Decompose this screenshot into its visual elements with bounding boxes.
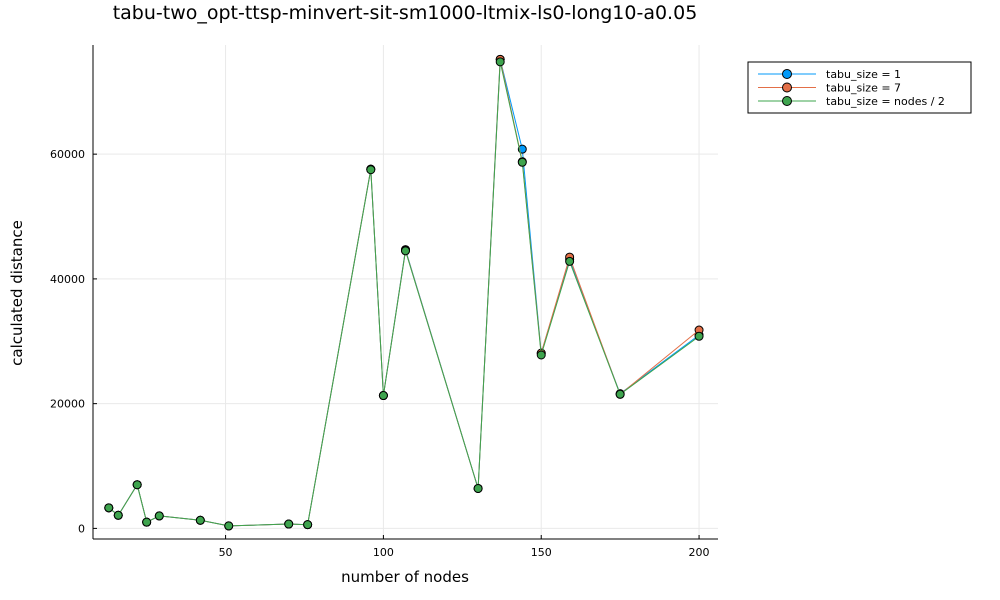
data-point xyxy=(473,483,483,493)
data-point xyxy=(113,510,123,520)
series-line xyxy=(108,61,700,527)
data-point xyxy=(615,389,625,399)
data-point xyxy=(694,331,704,341)
series-layer xyxy=(104,54,704,531)
x-tick-label: 150 xyxy=(531,546,552,559)
legend-marker xyxy=(782,82,792,93)
axes xyxy=(92,45,718,540)
x-tick-label: 100 xyxy=(373,546,394,559)
data-point xyxy=(195,515,205,525)
legend-marker xyxy=(782,69,792,79)
data-point xyxy=(517,157,527,167)
grid xyxy=(93,45,718,539)
y-tick-label: 40000 xyxy=(50,273,85,286)
data-point xyxy=(284,519,294,529)
series-1 xyxy=(104,54,704,531)
chart-title: tabu-two_opt-ttsp-minvert-sit-sm1000-ltm… xyxy=(113,2,698,24)
tick-labels: 50 100 150 200 0 20000 40000 60000 xyxy=(50,148,710,559)
y-tick-label: 20000 xyxy=(50,398,85,411)
data-point xyxy=(142,517,152,527)
x-tick-label: 50 xyxy=(219,546,233,559)
y-axis-title: calculated distance xyxy=(8,220,26,366)
data-point xyxy=(495,57,505,67)
series-line xyxy=(108,59,700,527)
series-line xyxy=(108,59,700,527)
data-point xyxy=(154,511,164,521)
data-point xyxy=(536,350,546,360)
y-tick-label: 0 xyxy=(78,522,85,535)
series-3 xyxy=(104,57,704,531)
x-tick-label: 200 xyxy=(689,546,710,559)
series-2 xyxy=(104,54,704,531)
x-axis-title: number of nodes xyxy=(341,568,469,586)
legend-label: tabu_size = 7 xyxy=(826,82,901,95)
data-point xyxy=(378,391,388,401)
legend-marker xyxy=(782,96,792,106)
data-point xyxy=(132,480,142,490)
y-tick-label: 60000 xyxy=(50,148,85,161)
data-point xyxy=(565,256,575,266)
data-point xyxy=(224,521,234,531)
data-point xyxy=(401,246,410,256)
data-point xyxy=(104,503,114,513)
data-point xyxy=(366,165,376,175)
legend-label: tabu_size = nodes / 2 xyxy=(826,95,945,108)
legend-label: tabu_size = 1 xyxy=(826,68,901,81)
data-point xyxy=(303,520,313,530)
